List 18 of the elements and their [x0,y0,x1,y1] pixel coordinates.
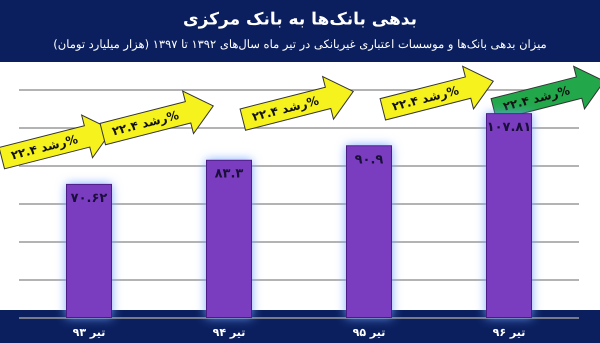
chart-title: بدهی بانک‌ها به بانک مرکزی [183,10,417,30]
text: رشد ۲۲.۴% [502,83,572,114]
annotation: رشد ۲۲.۴% [250,94,320,124]
x-tick-label: تیر ۹۵ [352,326,386,339]
chart-subtitle: میزان بدهی بانک‌ها و موسسات اعتباری غیربانکی در تیر ماه سال‌های ۱۳۹۲ تا ۱۳۹۷ (هزار میلیارد تومان) [53,37,547,51]
annotation: رشد ۲۲.۴% [110,108,180,138]
annotation: رشد ۲۲.۴% [10,132,80,163]
x-tick-label: تیر ۹۳ [72,326,106,339]
x-tick-label: تیر ۹۴ [212,326,246,339]
data-label: ۷۰.۶۲ [70,190,108,206]
data-label: ۸۳.۳ [214,166,244,182]
bar [206,160,252,318]
data-label: ۹۰.۹ [354,152,384,168]
x-tick-label: تیر ۹۶ [492,326,526,339]
data-label: ۱۰۷.۸۱ [486,120,532,136]
bar [346,145,392,318]
bar [66,184,112,318]
text: رشد ۲۲.۴% [390,83,460,114]
